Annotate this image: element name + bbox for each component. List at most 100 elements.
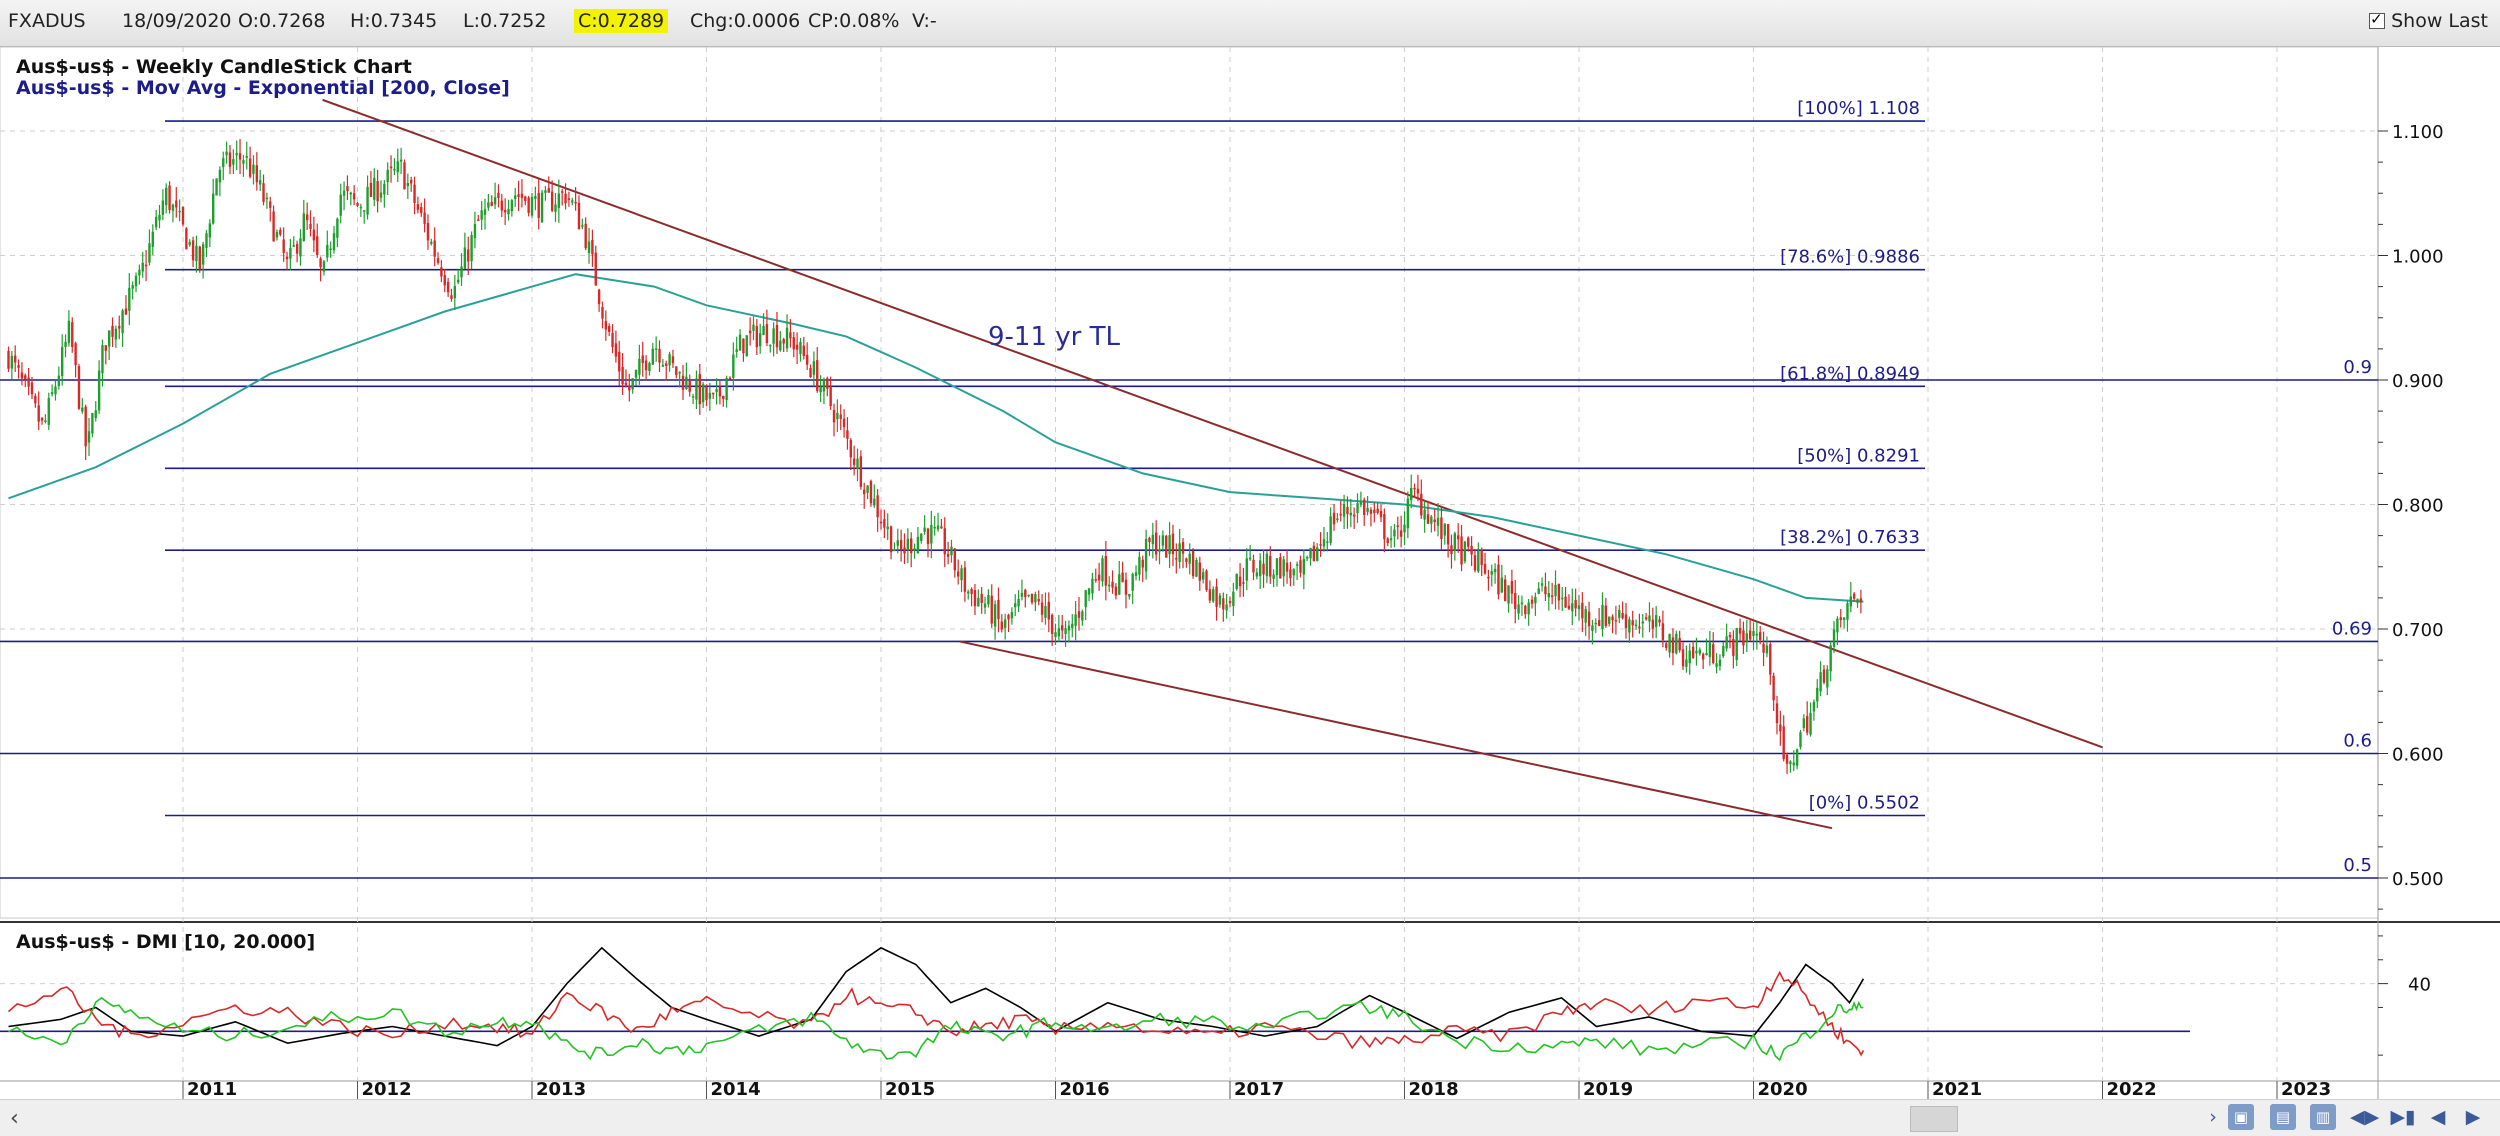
candle-body [1477, 550, 1480, 572]
candle-body [1218, 595, 1222, 605]
candle-body [1034, 594, 1037, 603]
scroll-right-icon[interactable]: › [2209, 1106, 2217, 1128]
candle-body [1232, 591, 1235, 607]
horizontal-level-label: 0.6 [2343, 731, 2372, 752]
candle-body [1675, 633, 1678, 654]
candle-body [604, 321, 608, 330]
candle-body [601, 306, 604, 319]
candle-body [1024, 589, 1027, 598]
candle-body [836, 412, 839, 420]
candle-body [1148, 537, 1151, 543]
candle-body [792, 337, 795, 350]
scroll-thumb[interactable] [1910, 1106, 1958, 1132]
step-forward-icon[interactable]: ▶ [2465, 1106, 2481, 1128]
candle-body [356, 203, 359, 206]
candle-body [1118, 574, 1121, 595]
zoom-in-icon[interactable]: ▣ [2228, 1104, 2254, 1130]
candle-body [1621, 612, 1624, 619]
scroll-left-icon[interactable]: ‹ [10, 1106, 19, 1131]
candle-body [849, 440, 852, 458]
candle-body [1396, 525, 1399, 527]
candle-body [238, 153, 242, 160]
candle-body [779, 340, 782, 351]
checkbox-check-icon[interactable] [2369, 10, 2386, 29]
candle-body [846, 430, 849, 439]
candle-body [40, 417, 44, 421]
candle-body [1406, 498, 1410, 529]
zoom-reset-icon[interactable]: ▥ [2310, 1104, 2336, 1130]
candle-body [1483, 563, 1487, 574]
candle-body [1107, 584, 1111, 587]
chart-canvas[interactable]: [100%] 1.108 [78.6%] 0.9886 [61.8%] 0.8949… [0, 47, 2500, 1099]
candle-body [1027, 594, 1030, 597]
candle-body [946, 553, 950, 557]
candle-body [587, 241, 591, 253]
step-back-icon[interactable]: ◀ [2430, 1106, 2446, 1128]
scroll-end-icon[interactable]: ▶▮ [2390, 1106, 2416, 1128]
candle-body [648, 362, 651, 372]
candle-body [1567, 605, 1571, 609]
candle-body [1349, 512, 1353, 516]
candle-body [614, 343, 618, 357]
candle-body [1822, 669, 1826, 683]
candle-body [1312, 545, 1316, 562]
candle-body [1228, 601, 1232, 604]
candle-body [1701, 653, 1705, 660]
candle-body [1235, 573, 1238, 589]
candle-body [1812, 701, 1816, 712]
horizontal-scrollbar[interactable]: ‹ › ▣ ▤ ▥ ◀▶ ▶▮ ◀ ▶ [0, 1099, 2500, 1136]
candle-body [1259, 560, 1262, 577]
candle-body [1809, 712, 1812, 735]
x-tick-label: 2023 [2281, 1079, 2331, 1099]
candle-body [376, 181, 379, 202]
zoom-out-icon[interactable]: ▤ [2270, 1104, 2296, 1130]
candle-body [1604, 605, 1608, 626]
candle-body [1524, 605, 1527, 615]
candle-body [1332, 512, 1336, 525]
candle-body [1329, 516, 1332, 543]
candle-body [1544, 586, 1547, 595]
candle-body [577, 202, 581, 230]
x-tick-label: 2014 [711, 1079, 761, 1099]
scroll-first-icon[interactable]: ◀▶ [2350, 1106, 2380, 1128]
candle-body [923, 527, 926, 532]
candle-body [446, 281, 450, 293]
candle-body [37, 405, 40, 422]
candle-body [1527, 602, 1530, 615]
candle-body [1819, 672, 1822, 692]
candle-body [557, 193, 561, 208]
candle-body [74, 343, 77, 366]
candle-body [1816, 687, 1819, 702]
candle-body [658, 348, 661, 363]
candle-body [785, 327, 789, 349]
candle-body [581, 225, 584, 227]
show-last-checkbox[interactable]: Show Last [2369, 10, 2488, 32]
candle-body [1564, 596, 1567, 608]
candle-body [1316, 547, 1319, 561]
candle-body [352, 193, 356, 200]
candle-body [701, 384, 705, 403]
candle-body [420, 207, 423, 214]
candle-body [1141, 559, 1144, 568]
candle-body [218, 169, 222, 183]
candle-body [178, 210, 181, 213]
x-tick-label: 2012 [362, 1079, 412, 1099]
horizontal-level-label: 0.69 [2332, 618, 2372, 639]
candle-body [638, 359, 641, 375]
candle-body [574, 201, 577, 204]
candle-body [799, 341, 802, 355]
candle-body [1393, 529, 1396, 537]
candle-body [1631, 620, 1634, 626]
candle-body [1520, 602, 1524, 605]
candle-body [24, 375, 27, 380]
open-label: O:0.7268 [238, 10, 326, 32]
candle-body [198, 246, 201, 270]
candle-body [87, 431, 91, 443]
candle-body [1805, 716, 1809, 733]
candle-body [1735, 628, 1738, 660]
candle-body [537, 192, 540, 219]
ema-line [8, 273, 1864, 603]
candle-body [1540, 583, 1544, 586]
candle-body [1829, 645, 1832, 672]
dmi-series-line [8, 946, 1865, 1047]
